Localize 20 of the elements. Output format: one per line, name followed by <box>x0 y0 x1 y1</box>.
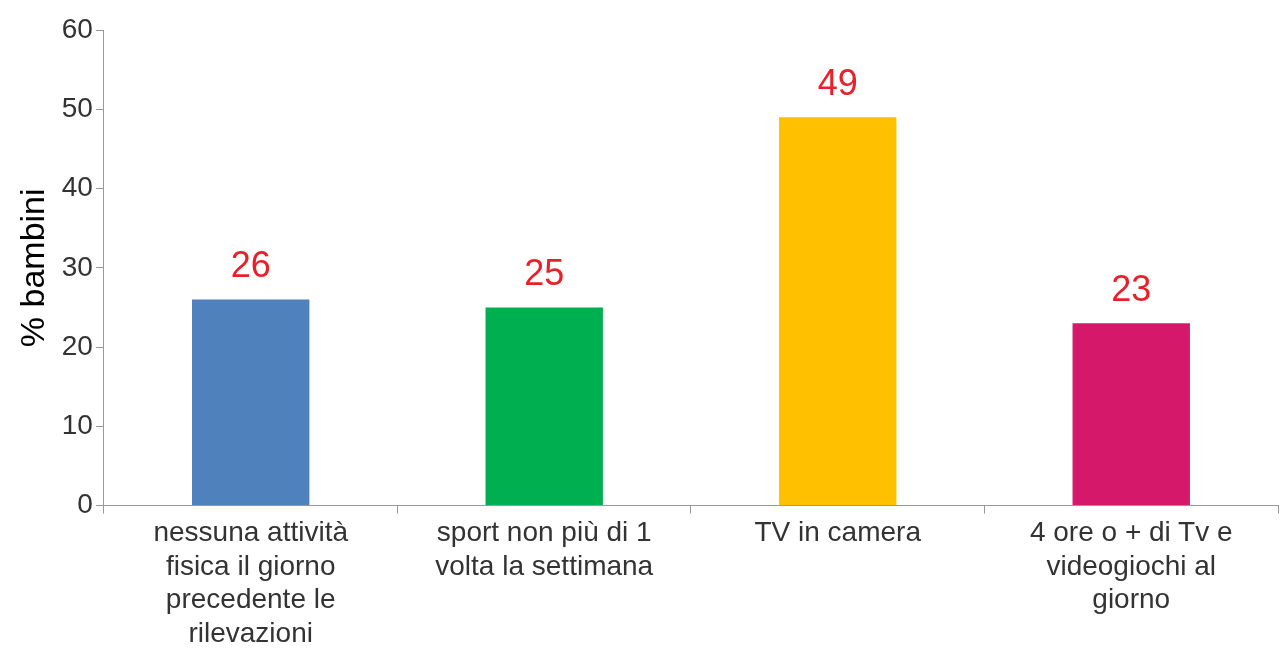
y-tick-label: 30 <box>61 250 93 282</box>
x-tick-label: sport non più di 1 volta la settimana <box>435 516 654 581</box>
bar <box>1072 323 1190 506</box>
y-tick-label: 20 <box>61 329 93 361</box>
data-label: 26 <box>230 244 271 286</box>
data-label: 49 <box>817 62 858 104</box>
bar <box>779 117 897 506</box>
y-axis-title: % bambini <box>12 188 51 348</box>
y-tick-label: 10 <box>61 409 93 441</box>
x-tick-label: nessuna attività fisica il giorno precedente le rilevazioni <box>153 516 349 648</box>
x-tick-label: TV in camera <box>754 516 922 548</box>
y-tick-label: 50 <box>61 91 93 123</box>
bar <box>192 299 310 506</box>
y-tick-label: 0 <box>77 488 93 520</box>
y-tick-label: 40 <box>61 171 93 203</box>
data-label: 25 <box>524 252 565 294</box>
x-tick-label: 4 ore o + di Tv e videogiochi al giorno <box>1029 516 1233 615</box>
y-tick-label: 60 <box>61 12 93 44</box>
data-label: 23 <box>1111 268 1152 310</box>
bar <box>485 307 603 506</box>
